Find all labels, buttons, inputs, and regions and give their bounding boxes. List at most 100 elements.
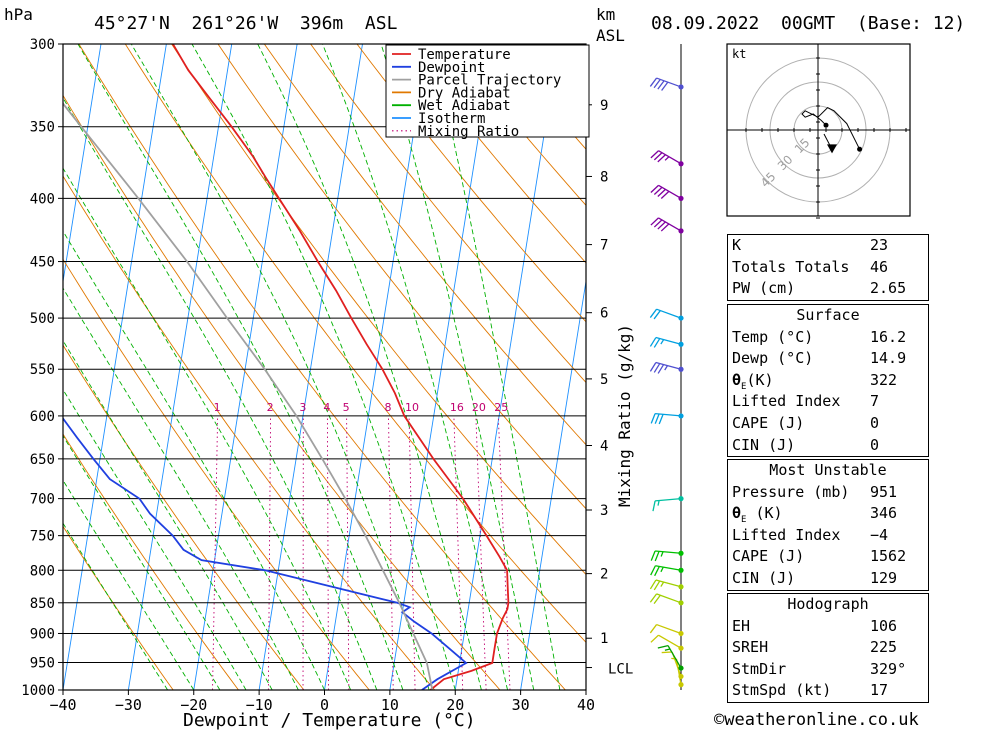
k-index-label: K bbox=[732, 236, 742, 254]
wind-barb bbox=[658, 184, 682, 199]
sreh-row: SREH 225 bbox=[728, 637, 928, 659]
wind-barb bbox=[656, 308, 682, 319]
mixing-ratio-line bbox=[267, 415, 272, 690]
dry-adiabat-line bbox=[78, 44, 566, 690]
wind-barb bbox=[656, 77, 682, 88]
x-tick-label: 40 bbox=[577, 696, 595, 714]
mixing-ratio-line bbox=[326, 415, 329, 690]
stmspd-row: StmSpd (kt) 17 bbox=[728, 680, 928, 702]
wet-adiabat-line bbox=[191, 44, 456, 690]
x-tick-label: −40 bbox=[49, 696, 76, 714]
legend-label: Mixing Ratio bbox=[418, 124, 519, 140]
legend-label: Isotherm bbox=[418, 111, 485, 127]
wet-adiabat-line bbox=[257, 44, 482, 690]
wind-barb-feather bbox=[653, 79, 661, 89]
wind-level-dot bbox=[678, 550, 684, 556]
wind-barb-feather bbox=[657, 364, 665, 374]
km-unit-label: km bbox=[596, 5, 615, 24]
mixing-ratio-line bbox=[346, 415, 350, 690]
wind-barb-half-feather bbox=[660, 566, 664, 573]
wind-barb bbox=[655, 497, 682, 502]
storm-motion-vector bbox=[823, 133, 833, 150]
km-tick-label: 2 bbox=[600, 567, 608, 583]
mu-theta-unit: (K) bbox=[746, 504, 783, 523]
mu-li-label: Lifted Index bbox=[732, 525, 841, 544]
most-unstable-title: Most Unstable bbox=[769, 461, 887, 479]
pressure-tick-label: 1000 bbox=[21, 683, 55, 699]
km-tick-label: 9 bbox=[600, 98, 608, 114]
km-tick-label: 8 bbox=[600, 169, 608, 185]
surface-temp-label: Temp (°C) bbox=[732, 327, 814, 346]
wind-barb-feather bbox=[654, 413, 660, 424]
pressure-tick-label: 850 bbox=[30, 596, 55, 612]
mixing-ratio-label: 20 bbox=[472, 401, 486, 414]
x-tick-label: 10 bbox=[381, 696, 399, 714]
mixing-ratio-axis-title: Mixing Ratio (g/kg) bbox=[615, 324, 634, 507]
surface-temp-row: Temp (°C) 16.2 bbox=[728, 327, 928, 349]
surface-title: Surface bbox=[796, 306, 860, 324]
wind-barb-feather bbox=[653, 594, 661, 605]
pressure-tick-label: 550 bbox=[30, 362, 55, 378]
pressure-tick-label: 750 bbox=[30, 529, 55, 545]
wind-barb-feather bbox=[657, 154, 666, 163]
wind-barb-feather bbox=[661, 651, 673, 654]
mixing-ratio-line bbox=[212, 415, 219, 690]
mu-pressure-label: Pressure (mb) bbox=[732, 482, 850, 501]
surface-cape-row: CAPE (J) 0 bbox=[728, 413, 928, 435]
wind-barb-feather bbox=[653, 152, 663, 161]
dry-adiabat-line bbox=[402, 44, 586, 264]
mu-li-value: −4 bbox=[870, 525, 889, 544]
wind-barb-half-feather bbox=[660, 339, 665, 345]
eh-value: 106 bbox=[870, 616, 898, 635]
most-unstable-table: Most Unstable Pressure (mb) 951 θE (K) 346… bbox=[727, 459, 929, 591]
mixing-ratio-label: 8 bbox=[384, 401, 391, 414]
hodograph-endpoint bbox=[857, 146, 863, 152]
mu-pressure-value: 951 bbox=[870, 482, 898, 501]
wind-barb-feather bbox=[649, 624, 658, 634]
mixing-ratio-label: 4 bbox=[323, 401, 330, 414]
temperature-line bbox=[172, 44, 510, 690]
pressure-tick-label: 300 bbox=[30, 37, 55, 53]
mu-theta-row: θE (K) 346 bbox=[728, 503, 928, 525]
wind-barb-feather bbox=[653, 186, 663, 195]
wind-barb-half-feather bbox=[664, 365, 669, 371]
wet-adiabat-line bbox=[63, 230, 325, 690]
copyright-link[interactable]: ©weatheronline.co.uk bbox=[714, 710, 919, 730]
mixing-ratio-label: 10 bbox=[405, 401, 419, 414]
parcel-trajectory-line bbox=[63, 102, 434, 690]
wind-barb-feather bbox=[650, 184, 659, 193]
surface-cin-label: CIN (J) bbox=[732, 435, 796, 454]
pressure-tick-label: 400 bbox=[30, 191, 55, 207]
asl-unit-label: ASL bbox=[596, 26, 625, 45]
mu-theta-value: 346 bbox=[870, 504, 898, 523]
wind-barb-half-feather bbox=[664, 648, 671, 651]
x-axis-title: Dewpoint / Temperature (°C) bbox=[183, 710, 476, 731]
pw-row: PW (cm) 2.65 bbox=[728, 278, 928, 300]
pressure-tick-label: 800 bbox=[30, 563, 55, 579]
wet-adiabat-line bbox=[63, 522, 168, 690]
lcl-label: LCL bbox=[608, 662, 633, 678]
wind-barb bbox=[667, 645, 682, 669]
pressure-unit-label: hPa bbox=[4, 5, 33, 24]
wind-barb-feather bbox=[654, 566, 660, 577]
surface-dewp-label: Dewp (°C) bbox=[732, 349, 814, 368]
x-tick-label: 0 bbox=[320, 696, 329, 714]
x-tick-label: 20 bbox=[446, 696, 464, 714]
pressure-tick-label: 950 bbox=[30, 655, 55, 671]
stmspd-value: 17 bbox=[870, 681, 889, 700]
wind-barb bbox=[655, 336, 682, 345]
mixing-ratio-label: 5 bbox=[343, 401, 350, 414]
wind-barb-feather bbox=[650, 413, 656, 424]
hodograph-trace bbox=[801, 106, 861, 150]
pw-label: PW (cm) bbox=[732, 279, 796, 298]
mu-theta-symbol: θ bbox=[732, 504, 742, 523]
surface-cape-label: CAPE (J) bbox=[732, 413, 805, 432]
isotherm-line bbox=[63, 44, 167, 690]
surface-li-value: 7 bbox=[870, 392, 880, 411]
sreh-label: SREH bbox=[732, 638, 769, 657]
pressure-tick-label: 650 bbox=[30, 452, 55, 468]
x-tick-label: 30 bbox=[512, 696, 530, 714]
dewpoint-line bbox=[63, 416, 468, 690]
mu-cin-row: CIN (J) 129 bbox=[728, 568, 928, 590]
wind-barb-feather bbox=[650, 565, 656, 576]
